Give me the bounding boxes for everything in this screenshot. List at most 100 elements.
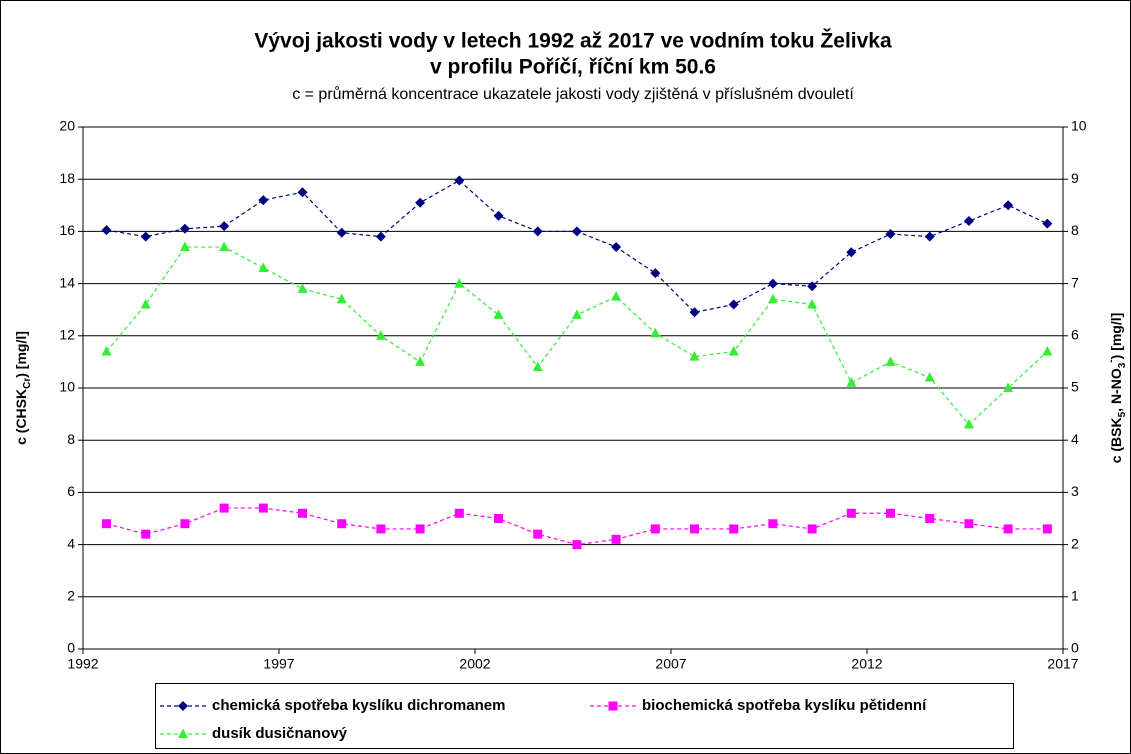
marker [337,519,347,529]
y-tick-label: 8 [67,431,75,447]
marker [376,524,386,534]
marker [728,345,739,356]
marker [1003,382,1014,392]
marker [689,307,700,318]
plot-area [82,126,1064,650]
axis-label-part: Cr [22,378,33,389]
marker [611,534,621,544]
legend-marker [178,728,188,738]
marker [767,278,778,289]
y2-tick-label: 4 [1071,431,1079,447]
marker [180,519,190,529]
legend-box [155,683,1014,749]
chart-subtitle: c = průměrná koncentrace ukazatele jakos… [292,85,854,103]
marker [611,242,622,253]
y2-tick-label: 2 [1071,535,1079,551]
marker [650,327,661,338]
marker [532,226,543,237]
marker [963,419,974,429]
axis-label-part: c (BSK [1108,417,1124,463]
marker [219,503,229,513]
marker [963,215,974,226]
axis-label: c (CHSKCr) [mg/l] [13,331,33,445]
marker [179,223,190,234]
marker [846,508,856,518]
marker [924,231,935,242]
x-tick-label: 2017 [1047,656,1078,672]
marker [1003,524,1013,534]
axis-label-part: - [1106,359,1117,362]
y2-tick-label: 3 [1071,483,1079,499]
marker [101,225,112,236]
y-tick-label: 0 [67,640,75,656]
marker [807,524,817,534]
marker [375,330,386,340]
axis-label-part: 3 [1117,362,1128,368]
marker [494,514,504,523]
y-tick-label: 2 [67,588,75,604]
marker [1003,200,1014,211]
axis-label-part: , N-NO [1108,368,1124,412]
chart-title: Vývoj jakosti vody v letech 1992 až 2017… [254,29,892,53]
marker [650,524,660,534]
marker [886,508,896,518]
marker [807,281,818,292]
marker [415,524,425,534]
y-tick-label: 20 [59,118,75,134]
axis-label-part: ) [mg/l] [1108,313,1124,360]
marker [885,356,896,366]
marker [924,372,935,382]
marker [101,345,112,356]
marker [729,524,739,534]
marker [258,195,269,206]
y2-tick-label: 7 [1071,274,1079,290]
marker [690,524,700,534]
legend-label: biochemická spotřeba kyslíku pětidenní [642,697,927,714]
y-tick-label: 6 [67,483,75,499]
marker [415,197,426,208]
marker [611,291,622,301]
marker [179,241,190,252]
y2-tick-label: 0 [1071,640,1079,656]
y-tick-label: 12 [59,327,75,343]
marker [650,268,661,279]
marker [1042,524,1052,534]
marker [336,227,347,238]
marker [885,229,896,240]
legend-marker [178,701,188,711]
marker [571,309,582,319]
marker [572,540,582,550]
marker [298,508,308,518]
marker [219,221,230,232]
marker [336,293,347,304]
marker [375,231,386,242]
marker [454,508,464,518]
marker [493,309,504,319]
marker [219,241,230,252]
marker [297,283,308,293]
marker [258,503,268,513]
x-tick-label: 2007 [655,656,686,672]
marker [532,361,543,372]
axis-label-part: c (CHSK [13,389,29,445]
axis-label: c (BSK5, N-NO3-) [mg/l] [1106,313,1128,464]
axis-label-part: ) [mg/l] [13,331,29,378]
marker [102,519,112,529]
marker [297,187,308,198]
y-tick-label: 10 [59,379,75,395]
marker [533,529,543,539]
marker [141,529,151,539]
axis-label-part: 5 [1117,411,1128,417]
y-tick-label: 16 [59,222,75,238]
x-tick-label: 1997 [263,656,294,672]
x-tick-label: 2012 [851,656,882,672]
marker [807,298,818,309]
marker [140,298,151,309]
marker [1042,218,1053,229]
marker [925,514,935,523]
marker [767,293,778,304]
marker [1042,345,1053,356]
y2-tick-label: 1 [1071,588,1079,604]
legend-marker [608,701,618,711]
